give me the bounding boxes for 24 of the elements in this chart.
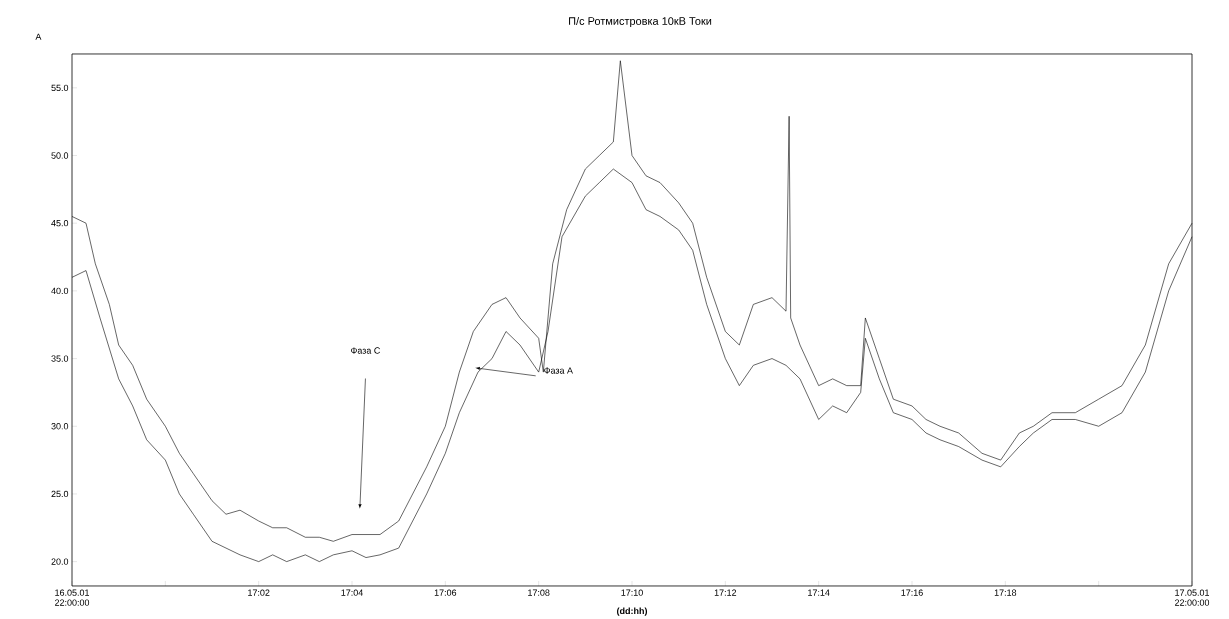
y-tick-label: 40.0 — [51, 287, 69, 295]
y-tick-label: 20.0 — [51, 558, 69, 565]
x-tick-label: 17:04 — [341, 589, 363, 596]
x-tick-label: 16.05.01 22:00:00 — [55, 589, 90, 606]
y-tick-label: 25.0 — [51, 490, 69, 498]
x-tick-label: 17:18 — [994, 589, 1017, 596]
y-tick-label: 55.0 — [51, 84, 69, 92]
x-tick-label: 17.05.01 22:00:00 — [1175, 589, 1210, 606]
x-tick-label: 17:12 — [714, 589, 737, 596]
x-tick-label: 17:14 — [808, 589, 830, 596]
annotation: Фаза С — [351, 347, 380, 354]
y-tick-label: 30.0 — [51, 423, 69, 430]
x-tick-label: 17:08 — [528, 589, 550, 596]
x-tick-label: 17:16 — [901, 589, 923, 596]
y-tick-label: 50.0 — [51, 152, 69, 159]
x-tick-label: 17:10 — [621, 589, 643, 596]
x-axis-title: (dd:hh) — [617, 607, 648, 616]
x-tick-label: 17:02 — [248, 589, 270, 596]
y-axis-title: A — [35, 33, 42, 40]
annotation: Фаза А — [544, 367, 573, 374]
y-tick-label: 45.0 — [51, 220, 69, 227]
y-tick-label: 35.0 — [51, 355, 69, 362]
chart-title: П/с Ротмистровка 10кВ Токи — [569, 16, 712, 28]
x-tick-label: 17:06 — [434, 589, 457, 596]
